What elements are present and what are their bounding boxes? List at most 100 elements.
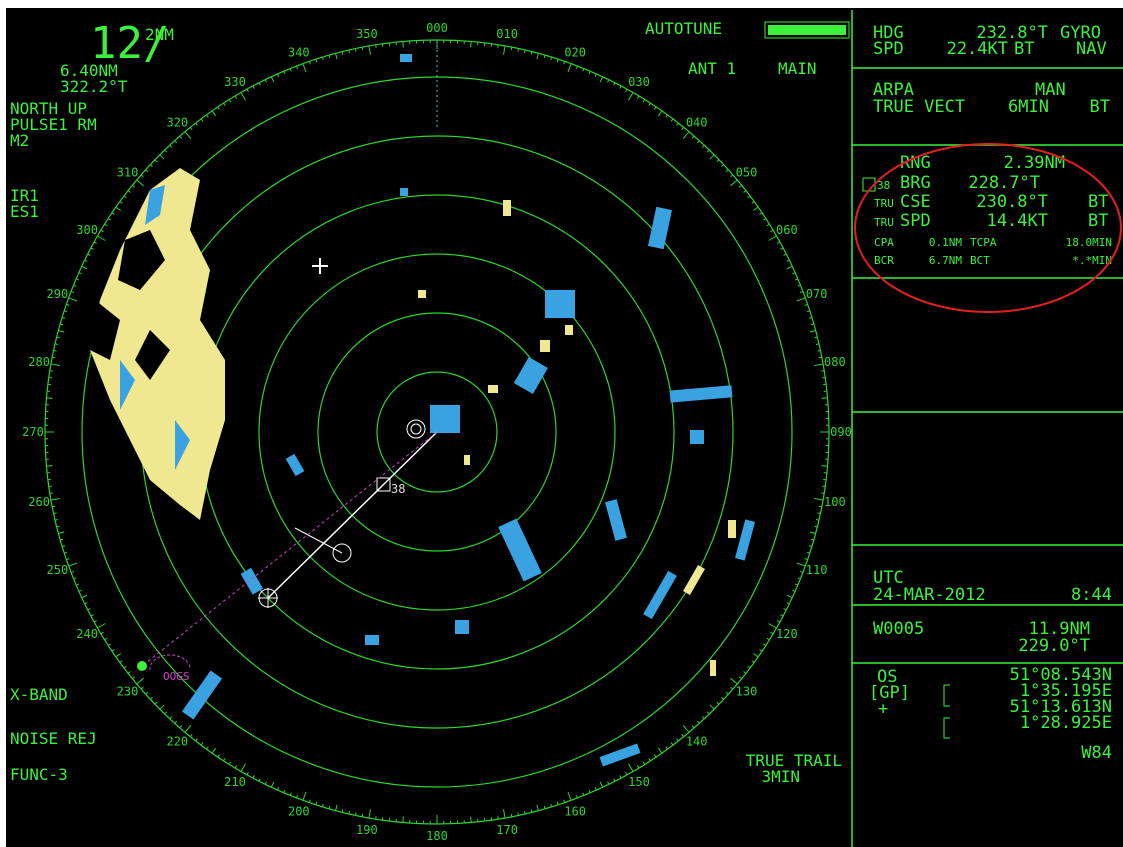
bearing-tick xyxy=(57,337,60,338)
echo xyxy=(365,635,379,645)
waypoint-bearing: 229.0°T xyxy=(1018,636,1090,656)
bearing-tick xyxy=(817,513,820,514)
body: 0000100200300400500600700800901001101201… xyxy=(0,0,1123,847)
bearing-tick xyxy=(355,49,356,52)
echo xyxy=(728,520,736,538)
spd-prefix: TRU xyxy=(874,216,894,229)
tune-bar-fill xyxy=(768,25,846,35)
echo xyxy=(464,455,470,465)
tcpa-value: 18.0MIN xyxy=(1066,236,1112,249)
bearing-tick xyxy=(349,811,350,814)
bearing-label: 150 xyxy=(628,775,650,789)
bct-value: *.*MIN xyxy=(1072,254,1112,267)
echo xyxy=(400,188,408,196)
bearing-tick xyxy=(816,344,819,345)
mode-2: M2 xyxy=(10,131,29,150)
cpa-value: 0.1NM xyxy=(929,236,962,249)
spd-source: NAV xyxy=(1076,39,1107,59)
bearing-tick xyxy=(817,350,820,351)
tune: AUTOTUNE xyxy=(645,19,722,38)
cse-mode: BT xyxy=(1088,192,1108,212)
bct-label: BCT xyxy=(970,254,990,267)
bearing-label: 140 xyxy=(686,734,708,748)
bearing-label: 090 xyxy=(830,425,852,439)
echo xyxy=(430,405,460,433)
bearing-label: 170 xyxy=(496,823,518,837)
bearing-label: 010 xyxy=(496,27,518,41)
clock: 8:44 xyxy=(1071,585,1112,605)
bearing-tick xyxy=(52,357,55,358)
bearing-label: 070 xyxy=(806,287,828,301)
waypoint-id: W0005 xyxy=(873,619,924,639)
bearing-tick xyxy=(342,809,343,812)
spd-label: SPD xyxy=(873,39,904,59)
echo xyxy=(545,290,575,318)
trail-time: 3MIN xyxy=(761,767,800,786)
bearing-label: 030 xyxy=(628,75,650,89)
echo xyxy=(503,200,511,216)
cse-value: 230.8°T xyxy=(976,192,1048,212)
spd-mode: BT xyxy=(1014,39,1034,59)
antenna: ANT 1 xyxy=(688,59,736,78)
date: 24-MAR-2012 xyxy=(873,585,986,605)
bearing-label: 280 xyxy=(28,355,50,369)
cse-prefix: TRU xyxy=(874,197,894,210)
bearing-tick xyxy=(819,506,822,507)
echo xyxy=(488,385,498,393)
bearing-tick xyxy=(531,52,532,55)
bearing-label: 100 xyxy=(824,495,846,509)
bearing-tick xyxy=(362,47,363,50)
radar-screen: 0000100200300400500600700800901001101201… xyxy=(0,0,1123,847)
bearing-tick xyxy=(471,41,472,47)
bearing-tick xyxy=(362,814,363,817)
bearing-label: 210 xyxy=(224,775,246,789)
bearing-tick xyxy=(531,809,532,812)
bearing-label: 130 xyxy=(736,685,758,699)
bearing-label: 260 xyxy=(28,495,50,509)
echo xyxy=(418,290,426,298)
echo xyxy=(690,430,704,444)
echo xyxy=(565,325,573,335)
bearing-tick xyxy=(52,506,55,507)
vector-mode: BT xyxy=(1090,97,1110,117)
ebl: 322.2°T xyxy=(60,77,128,96)
noise-rejection: NOISE REJ xyxy=(10,729,97,748)
brg-value: 228.7°T xyxy=(968,173,1040,193)
function-key: FUNC-3 xyxy=(10,765,68,784)
bearing-label: 160 xyxy=(564,805,586,819)
bearing-label: 350 xyxy=(356,27,378,41)
bearing-label: 200 xyxy=(288,805,310,819)
bearing-tick xyxy=(55,520,58,521)
cursor-lon: 1°28.925E xyxy=(1020,713,1112,733)
bearing-label: 190 xyxy=(356,823,378,837)
bearing-tick xyxy=(342,52,343,55)
spd-value: 22.4KT xyxy=(947,39,1008,59)
bearing-tick xyxy=(46,398,52,399)
bearing-tick xyxy=(819,357,822,358)
bearing-tick xyxy=(814,526,817,527)
tcpa-label: TCPA xyxy=(970,236,997,249)
bearing-label: 180 xyxy=(426,829,448,843)
bearing-label: 290 xyxy=(47,287,69,301)
bearing-tick xyxy=(355,812,356,815)
bcr-value: 6.7NM xyxy=(929,254,962,267)
echo-stretch: ES1 xyxy=(10,202,39,221)
bearing-label: 000 xyxy=(426,21,448,35)
target-number: 38 xyxy=(391,482,405,496)
target-spd-value: 14.4KT xyxy=(987,211,1048,231)
bearing-label: 110 xyxy=(806,563,828,577)
bearing-label: 320 xyxy=(166,116,188,130)
bearing-tick xyxy=(349,50,350,53)
echo xyxy=(710,660,716,676)
bearing-tick xyxy=(816,520,819,521)
target-spd-mode: BT xyxy=(1088,211,1108,231)
bearing-label: 060 xyxy=(776,223,798,237)
bearing-tick xyxy=(518,49,519,52)
cse-label: CSE xyxy=(900,192,931,212)
vector: TRUE VECT xyxy=(873,97,965,117)
bearing-tick xyxy=(403,817,404,823)
bearing-tick xyxy=(511,47,512,50)
cursor-symbol: + xyxy=(878,699,888,719)
bearing-tick xyxy=(54,513,57,514)
bearing-label: 340 xyxy=(288,45,310,59)
